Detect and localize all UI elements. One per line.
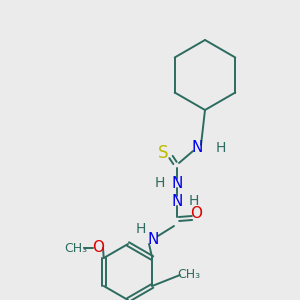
Text: CH₃: CH₃ <box>64 242 88 254</box>
Text: O: O <box>92 241 104 256</box>
Text: H: H <box>155 176 165 190</box>
Text: O: O <box>190 206 202 221</box>
Text: H: H <box>216 141 226 155</box>
Text: H: H <box>189 194 199 208</box>
Text: S: S <box>158 144 168 162</box>
Text: N: N <box>171 194 183 208</box>
Text: N: N <box>171 176 183 190</box>
Text: H: H <box>136 222 146 236</box>
Text: N: N <box>147 232 159 247</box>
Text: N: N <box>191 140 203 155</box>
Text: CH₃: CH₃ <box>177 268 201 281</box>
